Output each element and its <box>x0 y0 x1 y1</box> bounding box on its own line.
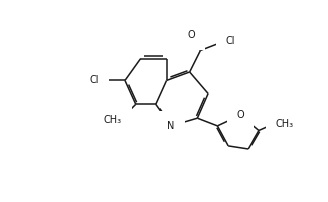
Text: O: O <box>237 110 244 120</box>
Text: Cl: Cl <box>89 76 99 85</box>
Text: N: N <box>168 121 175 131</box>
Text: Cl: Cl <box>226 36 236 46</box>
Text: CH₃: CH₃ <box>276 119 294 129</box>
Text: CH₃: CH₃ <box>104 115 122 125</box>
Text: O: O <box>187 30 195 40</box>
